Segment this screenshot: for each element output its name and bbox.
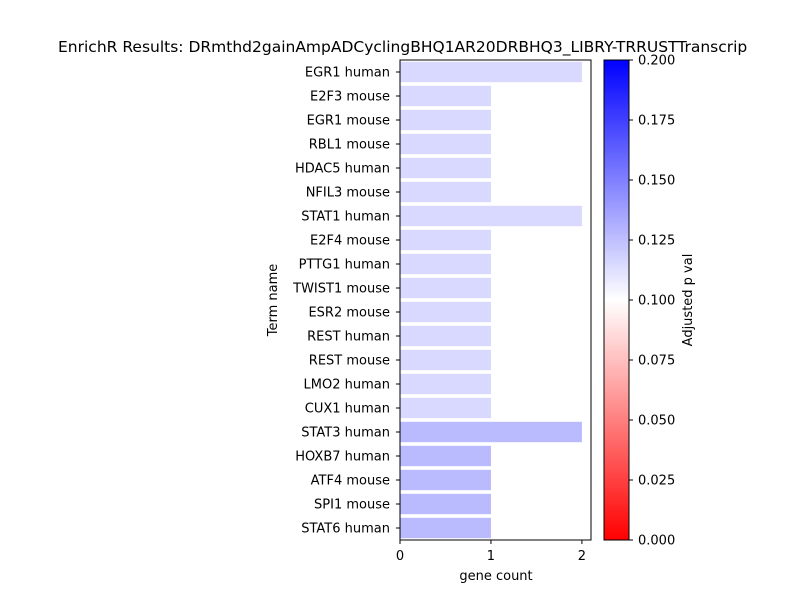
- x-tick-label: 2: [578, 549, 586, 564]
- colorbar-tick-label: 0.075: [638, 354, 675, 369]
- colorbar-label: Adjusted p val: [681, 254, 696, 347]
- x-ticks: 0 1 2: [396, 540, 586, 564]
- x-axis-label: gene count: [459, 569, 532, 584]
- bar: [400, 421, 582, 443]
- y-tick-label: STAT1 human: [301, 210, 390, 225]
- bar: [400, 349, 491, 371]
- y-tick-label: TWIST1 mouse: [292, 282, 390, 297]
- bar: [400, 157, 491, 179]
- chart-title: EnrichR Results: DRmthd2gainAmpADCycling…: [58, 38, 747, 57]
- x-tick-label: 0: [396, 549, 404, 564]
- bar: [400, 373, 491, 395]
- y-tick-label: EGR1 mouse: [307, 114, 390, 129]
- y-tick-label: CUX1 human: [305, 402, 390, 417]
- bars-layer: [400, 61, 582, 539]
- bar: [400, 61, 582, 83]
- y-axis-label: Term name: [266, 264, 281, 338]
- y-tick-label: E2F4 mouse: [310, 234, 390, 249]
- colorbar-ticks: 0.000 0.025 0.050 0.075 0.100 0.125 0.150 0.175…: [629, 54, 675, 549]
- y-tick-label: HOXB7 human: [295, 450, 390, 465]
- y-tick-label: EGR1 human: [305, 66, 390, 81]
- y-tick-labels: EGR1 human E2F3 mouse EGR1 mouse RBL1 mouse…: [292, 66, 400, 537]
- colorbar: [603, 59, 630, 541]
- colorbar-tick-label: 0.100: [638, 294, 675, 309]
- y-tick-label: ATF4 mouse: [311, 474, 390, 489]
- bar: [400, 181, 491, 203]
- bar: [400, 493, 491, 515]
- bar: [400, 229, 491, 251]
- bar: [400, 301, 491, 323]
- colorbar-tick-label: 0.150: [638, 174, 675, 189]
- y-tick-label: RBL1 mouse: [309, 138, 390, 153]
- y-tick-label: REST mouse: [309, 354, 390, 369]
- bar: [400, 517, 491, 539]
- bar: [400, 277, 491, 299]
- y-tick-label: E2F3 mouse: [310, 90, 390, 105]
- bar: [400, 325, 491, 347]
- y-tick-label: NFIL3 mouse: [306, 186, 390, 201]
- y-tick-label: STAT3 human: [301, 426, 390, 441]
- y-tick-label: LMO2 human: [304, 378, 390, 393]
- y-tick-label: SPI1 mouse: [314, 498, 390, 513]
- bar: [400, 133, 491, 155]
- bar: [400, 253, 491, 275]
- bar: [400, 109, 491, 131]
- colorbar-tick-label: 0.125: [638, 234, 675, 249]
- y-tick-label: REST human: [307, 330, 390, 345]
- colorbar-tick-label: 0.025: [638, 474, 675, 489]
- x-tick-label: 1: [487, 549, 495, 564]
- bar: [400, 85, 491, 107]
- bar: [400, 205, 582, 227]
- bar: [400, 469, 491, 491]
- y-tick-label: ESR2 mouse: [308, 306, 390, 321]
- colorbar-tick-label: 0.000: [638, 534, 675, 549]
- bar: [400, 445, 491, 467]
- y-tick-label: HDAC5 human: [295, 162, 390, 177]
- y-tick-label: STAT6 human: [301, 522, 390, 537]
- plot-frame: [399, 59, 592, 541]
- colorbar-tick-label: 0.200: [638, 54, 675, 69]
- colorbar-tick-label: 0.175: [638, 114, 675, 129]
- y-tick-label: PTTG1 human: [299, 258, 390, 273]
- colorbar-tick-label: 0.050: [638, 414, 675, 429]
- bar: [400, 397, 491, 419]
